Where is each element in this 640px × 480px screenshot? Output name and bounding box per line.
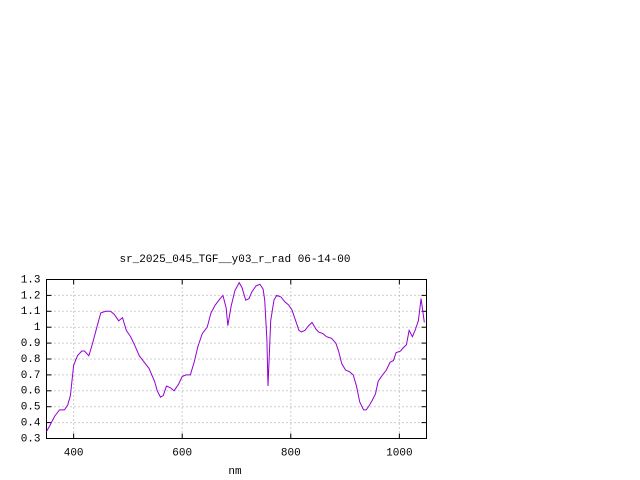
y-tick-label: 1.1	[21, 306, 41, 318]
x-tick-label: 400	[64, 447, 84, 459]
y-tick-label: 1.2	[21, 290, 41, 302]
y-tick-label: 0.3	[21, 433, 41, 445]
y-tick-label: 0.4	[21, 418, 41, 430]
x-tick-label: 800	[281, 447, 301, 459]
y-tick-label: 0.9	[21, 338, 41, 350]
y-tick-label: 1.3	[21, 274, 41, 286]
y-tick-label: 0.5	[21, 402, 41, 414]
y-tick-label: 0.6	[21, 386, 41, 398]
x-axis-label: nm	[228, 466, 242, 478]
y-tick-label: 0.7	[21, 370, 41, 382]
chart-title: sr_2025_045_TGF__y03_r_rad 06-14-00	[119, 254, 350, 266]
x-tick-label: 1000	[386, 447, 412, 459]
y-tick-label: 0.8	[21, 354, 41, 366]
y-tick-label: 1	[34, 322, 41, 334]
x-tick-label: 600	[172, 447, 192, 459]
data-line	[46, 281, 425, 432]
plot-frame	[46, 279, 427, 439]
